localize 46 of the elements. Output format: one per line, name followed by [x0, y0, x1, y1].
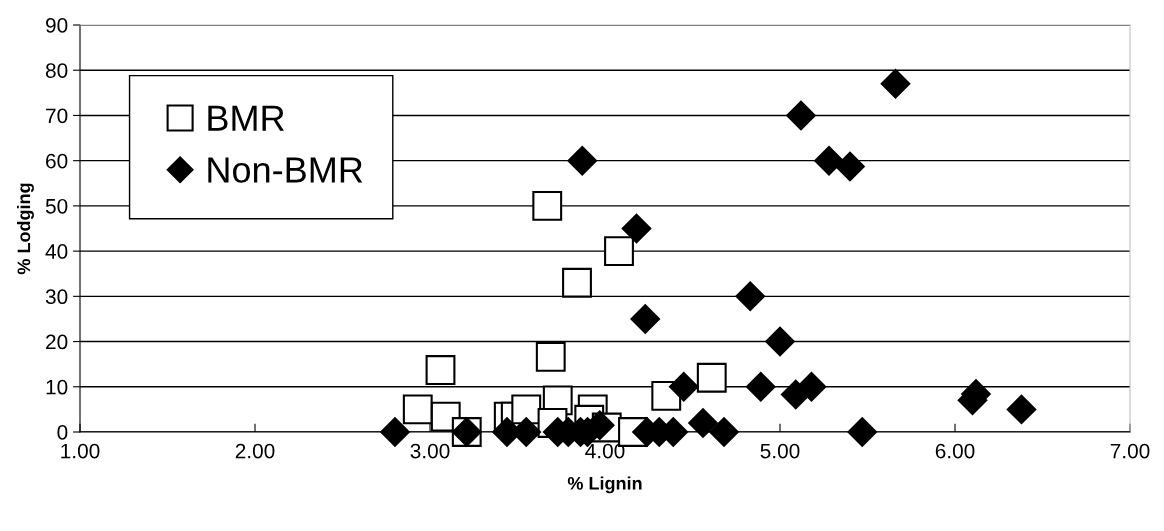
point [814, 145, 844, 176]
point [630, 304, 661, 334]
point [765, 326, 795, 357]
point [380, 417, 410, 447]
point [567, 145, 598, 176]
x-tick-label: 1.00 [61, 443, 100, 459]
point [796, 371, 827, 402]
y-tick-label: 40 [45, 244, 68, 259]
point [668, 371, 699, 402]
point [688, 408, 718, 438]
legend-label: BMR [208, 105, 284, 131]
point [532, 190, 563, 221]
x-tick-label: 2.00 [235, 443, 275, 459]
point [402, 394, 433, 425]
point [621, 213, 652, 244]
point [696, 362, 727, 393]
point [847, 417, 878, 447]
point [1006, 394, 1037, 425]
y-tick-label: 90 [46, 18, 68, 33]
y-tick-label: 20 [46, 334, 68, 350]
x-tick-label: 3.00 [410, 443, 450, 459]
point [425, 355, 456, 385]
x-tick-label: 5.00 [760, 443, 800, 459]
y-tick-label: 10 [46, 379, 68, 395]
y-tick-label: 50 [45, 198, 68, 214]
x-axis-title: % Lignin [567, 476, 642, 494]
legend-label: Non-BMR [208, 157, 363, 183]
point [745, 371, 776, 402]
point [535, 342, 566, 372]
y-tick-label: 80 [45, 63, 68, 78]
y-tick-label: 0 [57, 425, 68, 440]
y-axis-title: % Lodging [17, 183, 34, 275]
point [835, 151, 865, 182]
y-tick-label: 30 [45, 289, 68, 305]
x-tick-label: 7.00 [1110, 443, 1150, 459]
point [786, 100, 816, 131]
y-tick-label: 60 [46, 153, 68, 169]
point [562, 267, 592, 298]
point [880, 69, 911, 99]
point [511, 394, 542, 425]
x-tick-label: 4.00 [585, 443, 625, 459]
y-tick-label: 70 [46, 108, 68, 124]
point [735, 281, 766, 312]
point [709, 417, 739, 447]
x-tick-label: 6.00 [935, 443, 975, 459]
point [604, 236, 634, 267]
